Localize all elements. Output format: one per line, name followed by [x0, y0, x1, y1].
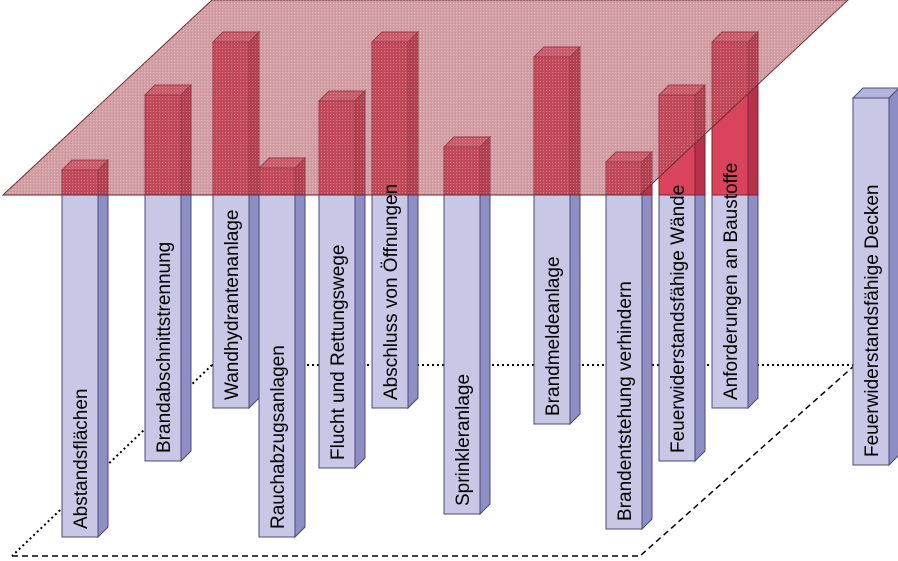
roof-plane-texture: [3, 0, 848, 195]
pillar-side-face: [354, 194, 366, 470]
pillar-side-face: [747, 194, 759, 410]
pillar-label-rauchabzugsanlagen: Rauchabzugsanlagen: [268, 345, 289, 529]
pillar-side-face: [479, 194, 491, 516]
pillar-label-wandhydrantenanlage: Wandhydrantenanlage: [222, 210, 243, 401]
pillar-label-anforderungen-baustoffe: Anforderungen an Baustoffe: [721, 163, 742, 400]
pillar-side-face: [407, 194, 419, 410]
pillar-label-feuerwiderstand-waende: Feuerwiderstandsfähige Wände: [668, 185, 689, 453]
pillar-front-face: [371, 194, 409, 409]
pillar-front-face: [443, 194, 481, 515]
pillar-side-face: [294, 194, 306, 539]
pillars-layer: [60, 30, 898, 539]
pillar-side-face: [180, 194, 192, 463]
pillar-label-sprinkleranlage: Sprinkleranlage: [453, 374, 474, 506]
pillar-side-face: [97, 194, 109, 539]
pillar-top-face: [851, 87, 898, 99]
pillar-label-abstandsflaechen: Abstandsflächen: [71, 389, 92, 530]
pillar-label-abschluss-oeffnungen: Abschluss von Öffnungen: [381, 184, 402, 400]
pillar-front-face: [605, 194, 643, 530]
pillar-feuerwiderstand-decken: [851, 87, 898, 467]
pillar-side-face: [248, 194, 260, 410]
pillar-front-face: [61, 194, 99, 538]
pillar-side-face: [888, 88, 898, 467]
pillar-front-face: [318, 194, 356, 469]
pillar-side-face: [694, 194, 706, 463]
pillar-label-brandmeldeanlage: Brandmeldeanlage: [543, 256, 564, 416]
pillar-label-feuerwiderstand-decken: Feuerwiderstandsfähige Decken: [862, 185, 883, 458]
pillar-label-brandabschnittstrennung: Brandabschnittstrennung: [154, 242, 175, 453]
pillar-side-face: [569, 194, 581, 426]
labels-layer: Abstandsflächen Brandabschnittstrennung Wa…: [71, 163, 883, 529]
pillar-front-face: [711, 194, 749, 409]
pillar-front-face: [212, 194, 250, 409]
pillar-label-brandentstehung-verhindern: Brandentstehung verhindern: [615, 281, 636, 521]
pillar-label-flucht-rettungswege: Flucht und Rettungswege: [328, 245, 349, 460]
pillar-side-face: [641, 194, 653, 531]
ground-right-edge: [639, 364, 856, 557]
